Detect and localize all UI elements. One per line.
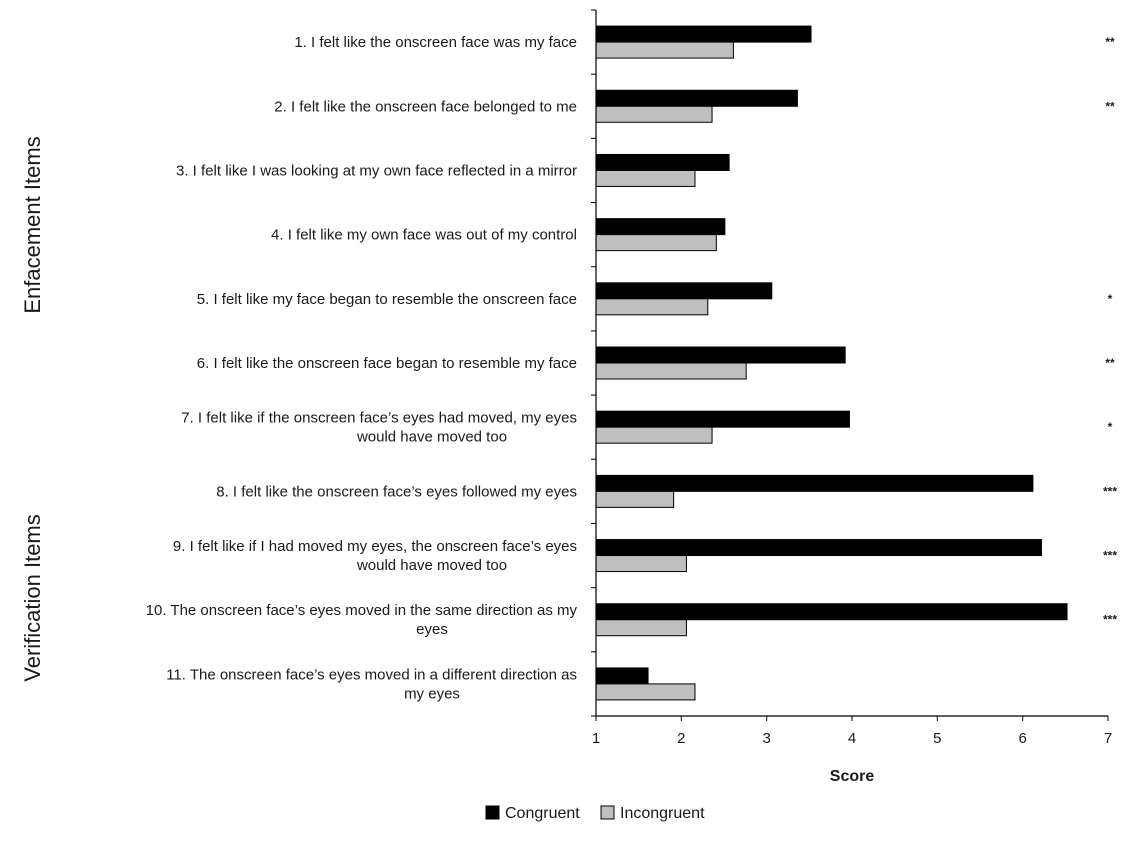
bar-incongruent-11 <box>595 683 696 701</box>
x-tick-label-5: 5 <box>933 730 941 747</box>
bar-incongruent-1 <box>595 41 734 59</box>
bar-incongruent-5 <box>595 298 709 316</box>
x-tick-label-4: 4 <box>848 730 856 747</box>
group-label-verification: Verification Items <box>20 514 45 682</box>
category-label-8: 8. I felt like the onscreen face’s eyes … <box>216 483 577 500</box>
x-axis-title: Score <box>830 768 875 785</box>
legend-label-congruent: Congruent <box>505 805 580 822</box>
significance-marker-10: *** <box>1103 613 1117 627</box>
legend-swatch-congruent <box>485 805 500 820</box>
bar-congruent-10 <box>595 603 1068 621</box>
category-label-7-line-1: 7. I felt like if the onscreen face’s ey… <box>181 410 577 427</box>
bar-incongruent-4 <box>595 234 717 252</box>
x-tick-label-3: 3 <box>762 730 770 747</box>
category-label-9-line-2: would have moved too <box>356 557 507 574</box>
significance-marker-7: * <box>1108 420 1113 434</box>
category-label-10-line-2: eyes <box>416 621 448 638</box>
bar-congruent-11 <box>595 667 649 685</box>
bar-congruent-8 <box>595 474 1034 492</box>
bar-incongruent-7 <box>595 426 713 444</box>
significance-marker-5: * <box>1108 292 1113 306</box>
category-label-6: 6. I felt like the onscreen face began t… <box>197 355 577 372</box>
bar-congruent-1 <box>595 25 812 43</box>
category-label-9-line-1: 9. I felt like if I had moved my eyes, t… <box>173 538 577 555</box>
bar-congruent-2 <box>595 89 798 107</box>
bar-incongruent-6 <box>595 362 747 380</box>
category-label-2: 2. I felt like the onscreen face belonge… <box>274 98 577 115</box>
category-label-11-line-2: my eyes <box>404 685 460 702</box>
category-label-7-line-2: would have moved too <box>356 429 507 446</box>
legend-label-incongruent: Incongruent <box>620 805 705 822</box>
bar-congruent-4 <box>595 218 726 236</box>
significance-marker-9: *** <box>1103 549 1117 563</box>
category-label-4: 4. I felt like my own face was out of my… <box>271 227 577 244</box>
significance-marker-1: ** <box>1105 35 1115 49</box>
bar-congruent-5 <box>595 282 773 300</box>
bar-incongruent-2 <box>595 105 713 123</box>
category-label-10-line-1: 10. The onscreen face’s eyes moved in th… <box>146 602 578 619</box>
bar-incongruent-3 <box>595 169 696 187</box>
bar-congruent-7 <box>595 410 850 428</box>
group-label-enfacement: Enfacement Items <box>20 136 45 313</box>
x-tick-label-7: 7 <box>1104 730 1112 747</box>
bar-congruent-3 <box>595 153 730 171</box>
significance-marker-2: ** <box>1105 99 1115 113</box>
category-label-1: 1. I felt like the onscreen face was my … <box>294 34 577 51</box>
bar-incongruent-9 <box>595 555 687 573</box>
x-tick-label-2: 2 <box>677 730 685 747</box>
legend-swatch-incongruent <box>600 805 615 820</box>
x-tick-label-1: 1 <box>592 730 600 747</box>
category-label-11-line-1: 11. The onscreen face’s eyes moved in a … <box>166 666 577 683</box>
bar-congruent-6 <box>595 346 846 364</box>
bar-congruent-9 <box>595 539 1042 557</box>
category-label-5: 5. I felt like my face began to resemble… <box>197 291 577 308</box>
x-tick-label-6: 6 <box>1018 730 1026 747</box>
bar-incongruent-8 <box>595 490 675 508</box>
significance-marker-8: *** <box>1103 484 1117 498</box>
significance-marker-6: ** <box>1105 356 1115 370</box>
bar-incongruent-10 <box>595 619 687 637</box>
category-label-3: 3. I felt like I was looking at my own f… <box>176 162 577 179</box>
